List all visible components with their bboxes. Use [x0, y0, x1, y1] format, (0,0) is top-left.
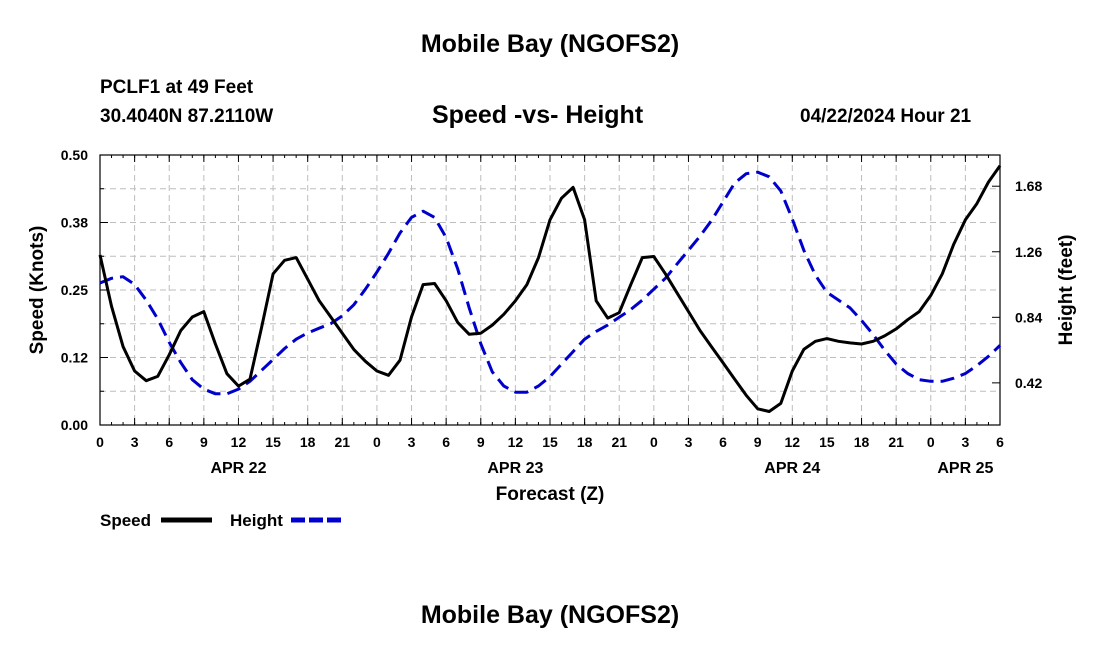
y2-tick-label: 0.84: [1015, 309, 1042, 325]
y-tick-label: 0.50: [61, 147, 88, 163]
x-tick-label: 0: [96, 434, 104, 450]
x-tick-label: 18: [300, 434, 316, 450]
x-tick-label: 9: [477, 434, 485, 450]
x-tick-label: 6: [996, 434, 1004, 450]
x-tick-label: 0: [373, 434, 381, 450]
chart-subtitle: Speed -vs- Height: [432, 101, 644, 129]
y2-tick-label: 1.26: [1015, 244, 1042, 260]
day-label: APR 22: [210, 460, 266, 477]
chart-title-bottom: Mobile Bay (NGOFS2): [420, 601, 680, 629]
y2-tick-label: 1.68: [1015, 178, 1042, 194]
y-axis-title: Speed (Knots): [27, 226, 48, 355]
x-tick-label: 21: [888, 434, 904, 450]
axis-ticks: [99, 154, 1001, 426]
forecast-datetime: 04/22/2024 Hour 21: [800, 106, 972, 127]
x-tick-label: 6: [165, 434, 173, 450]
x-tick-label: 12: [231, 434, 247, 450]
grid: [100, 155, 1000, 425]
x-tick-label: 12: [785, 434, 801, 450]
x-tick-label: 15: [265, 434, 281, 450]
x-tick-label: 12: [508, 434, 524, 450]
x-tick-label: 3: [131, 434, 139, 450]
x-tick-label: 3: [685, 434, 693, 450]
x-tick-label: 0: [650, 434, 658, 450]
y2-axis-title: Height (feet): [1056, 235, 1077, 346]
x-tick-label: 3: [961, 434, 969, 450]
x-tick-label: 0: [927, 434, 935, 450]
axis-labels: 0 3 6 9 12 15 18 21 0 3 6 9 12 15 18 21 0 3 6 9 12 15 18 21 0 3 6 0…: [61, 147, 1043, 477]
x-tick-label: 21: [335, 434, 351, 450]
y-tick-label: 0.12: [61, 350, 88, 366]
legend: Speed Height: [100, 511, 342, 530]
legend-speed-label: Speed: [100, 511, 151, 530]
y-tick-label: 0.25: [61, 282, 88, 298]
x-tick-label: 6: [719, 434, 727, 450]
x-tick-label: 15: [542, 434, 558, 450]
speed-series-line: [98, 164, 1002, 413]
x-tick-label: 9: [754, 434, 762, 450]
x-tick-label: 18: [854, 434, 870, 450]
station-label: PCLF1 at 49 Feet: [100, 77, 254, 98]
chart-title-top: Mobile Bay (NGOFS2): [420, 30, 680, 58]
x-tick-label: 18: [577, 434, 593, 450]
legend-height-label: Height: [230, 511, 283, 530]
day-label: APR 24: [764, 460, 820, 477]
day-label: APR 23: [487, 460, 543, 477]
x-tick-label: 9: [200, 434, 208, 450]
x-tick-label: 3: [408, 434, 416, 450]
y-tick-label: 0.38: [61, 215, 88, 231]
x-tick-label: 21: [611, 434, 627, 450]
x-tick-label: 6: [442, 434, 450, 450]
y-tick-label: 0.00: [61, 417, 88, 433]
y2-tick-label: 0.42: [1015, 375, 1042, 391]
x-axis-title: Forecast (Z): [496, 484, 605, 505]
height-series-line: [99, 170, 1002, 396]
day-label: APR 25: [937, 460, 993, 477]
x-tick-label: 15: [819, 434, 835, 450]
coordinates-label: 30.4040N 87.2110W: [100, 106, 274, 127]
